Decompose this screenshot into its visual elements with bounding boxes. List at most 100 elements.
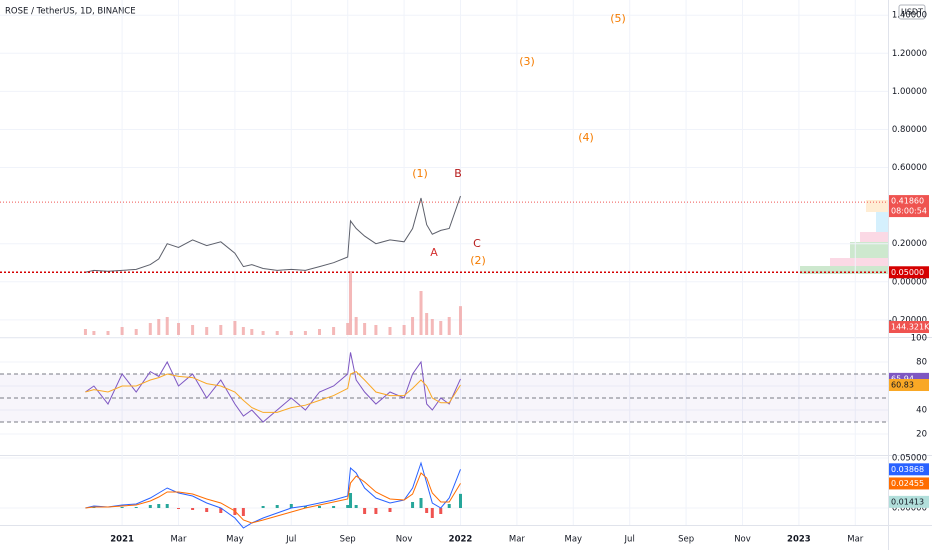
histogram-bar <box>458 493 462 508</box>
volume-profile <box>800 200 888 274</box>
wave-label: (5) <box>610 12 626 25</box>
volume-bar <box>458 306 462 335</box>
histogram-badge-bg <box>889 495 929 508</box>
histogram-bar <box>289 504 293 508</box>
volume-bar <box>106 331 110 335</box>
volume-bar <box>148 323 152 335</box>
x-tick-label: May <box>565 535 583 545</box>
x-tick-label: Nov <box>734 535 751 545</box>
volume-bar <box>402 325 406 335</box>
wave-label: B <box>454 167 462 180</box>
wave-label: C <box>473 237 481 250</box>
volume-bar <box>346 323 350 335</box>
profile-bar <box>850 242 888 258</box>
value-badge-bg <box>889 463 929 476</box>
profile-bar <box>830 258 888 266</box>
volume-bar <box>233 321 237 335</box>
volume-bar <box>419 291 423 335</box>
wave-label: (2) <box>470 254 486 267</box>
x-tick-label: May <box>226 535 244 545</box>
series-line <box>85 472 461 524</box>
y-tick-label: 40 <box>916 406 927 416</box>
histogram-bar <box>439 508 443 514</box>
volume-bar <box>430 319 434 335</box>
volume-bar <box>332 327 336 335</box>
histogram-bar <box>346 505 350 508</box>
value-badge: 0.02455 <box>891 479 924 488</box>
volume-label-bg <box>889 321 929 333</box>
histogram-bar <box>275 505 279 508</box>
series-line <box>85 461 461 529</box>
volume-bar <box>303 331 307 335</box>
volume-bar <box>354 317 358 335</box>
volume-bar <box>349 271 353 335</box>
histogram-bar <box>332 506 336 508</box>
volume-bar <box>92 331 96 335</box>
volume-bar <box>425 313 429 335</box>
histogram-bar <box>120 507 124 508</box>
y-tick-label: -0.20000 <box>889 315 927 325</box>
x-tick-label: Mar <box>847 535 864 545</box>
histogram-bar <box>363 508 367 514</box>
volume-bar <box>241 327 245 335</box>
volume-bar <box>374 325 378 335</box>
volume-bar <box>205 327 209 335</box>
histogram-bar <box>303 506 307 508</box>
wave-label: (1) <box>412 167 428 180</box>
value-badge-bg <box>889 379 929 392</box>
histogram-bar <box>177 508 181 509</box>
volume-bar <box>411 317 415 335</box>
volume-bar <box>177 323 181 335</box>
volume-bar <box>165 317 169 335</box>
histogram-bar <box>261 506 265 508</box>
y-tick-label: 20 <box>916 430 927 440</box>
profile-bar <box>866 200 888 212</box>
level-label-bg <box>889 266 929 279</box>
y-tick-label: 100 <box>911 334 927 344</box>
y-tick-label: 0.80000 <box>892 125 927 135</box>
wave-label: (4) <box>578 131 594 144</box>
histogram-bar <box>317 506 321 508</box>
profile-bar <box>800 266 888 274</box>
x-tick-label: Jul <box>624 535 635 545</box>
histogram-bar <box>374 508 378 514</box>
volume-bar <box>447 317 451 335</box>
volume-bar <box>261 331 265 335</box>
histogram-badge: 0.01413 <box>891 497 924 506</box>
volume-label: 144.321K <box>891 323 930 332</box>
x-tick-label: 2023 <box>787 535 811 545</box>
series-line <box>85 371 461 413</box>
histogram-bar <box>148 505 152 508</box>
value-badge: 0.03868 <box>891 465 924 474</box>
histogram-bar <box>219 508 223 513</box>
y-tick-label: 0.60000 <box>892 163 927 173</box>
histogram-bar <box>205 508 209 512</box>
y-tick-label: 0.00000 <box>892 504 927 514</box>
y-tick-label: 80 <box>916 358 927 368</box>
volume-bar <box>388 327 392 335</box>
histogram-bar <box>354 505 358 508</box>
currency-badge[interactable] <box>898 4 926 20</box>
x-tick-label: 2022 <box>449 535 473 545</box>
profile-bar <box>876 212 888 232</box>
volume-bar <box>439 321 443 335</box>
y-tick-label: 1.40000 <box>892 11 927 21</box>
value-badge: 65.94 <box>891 374 914 383</box>
histogram-bar <box>430 508 434 518</box>
volume-bar <box>275 331 279 335</box>
volume-bar <box>157 319 161 335</box>
volume-bar <box>363 323 367 335</box>
series-line <box>85 195 461 273</box>
histogram-bar <box>425 508 429 513</box>
y-tick-label: 0.05000 <box>892 454 927 464</box>
volume-bar <box>191 325 195 335</box>
y-tick-label: 0.20000 <box>892 239 927 249</box>
volume-bar <box>120 327 124 335</box>
histogram-bar <box>241 508 245 516</box>
volume-bar <box>289 331 293 335</box>
histogram-bar <box>411 502 415 508</box>
x-tick-label: 2021 <box>110 535 134 545</box>
histogram-bar <box>191 508 195 510</box>
